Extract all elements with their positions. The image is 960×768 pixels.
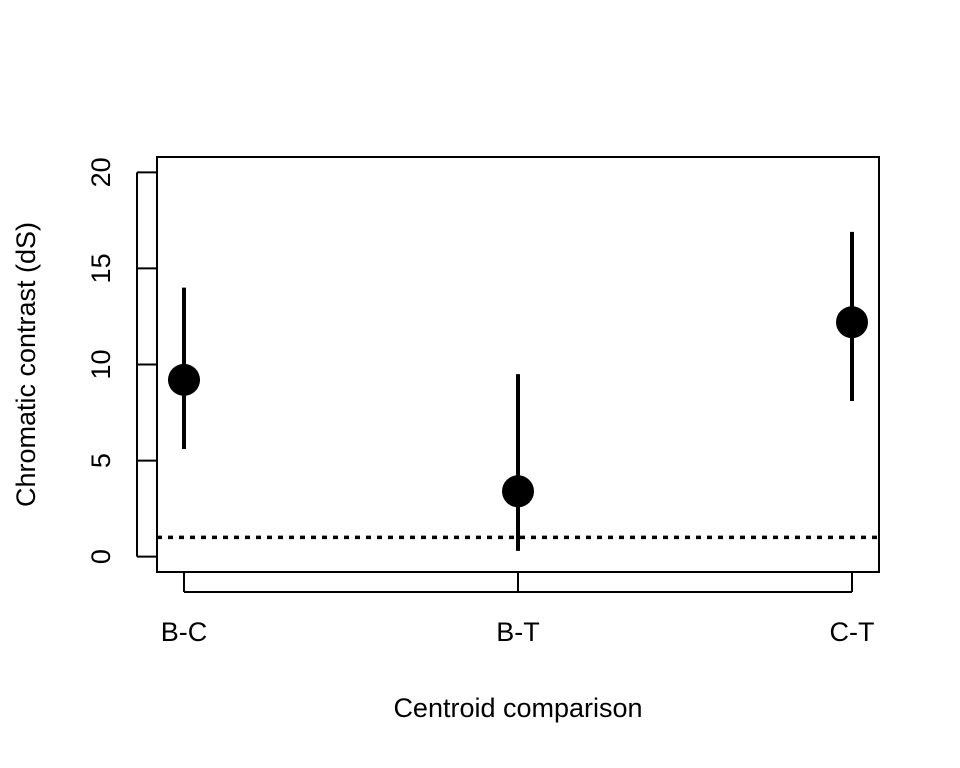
x-tick-label: B-T: [496, 617, 540, 647]
y-axis-title: Chromatic contrast (dS): [11, 222, 41, 507]
x-axis: B-C B-T C-T: [161, 572, 875, 647]
data-point: [168, 363, 200, 396]
y-tick-label: 5: [86, 453, 116, 468]
data-point: [836, 306, 868, 339]
x-axis-title: Centroid comparison: [393, 693, 642, 723]
y-axis: 0 5 10 15 20: [86, 157, 157, 564]
x-tick-label: C-T: [830, 617, 875, 647]
x-tick-label: B-C: [161, 617, 208, 647]
y-tick-label: 10: [86, 349, 116, 379]
y-tick-label: 20: [86, 157, 116, 187]
data-series: [168, 231, 868, 551]
data-point: [502, 475, 534, 508]
y-tick-label: 15: [86, 253, 116, 283]
y-tick-label: 0: [86, 549, 116, 564]
